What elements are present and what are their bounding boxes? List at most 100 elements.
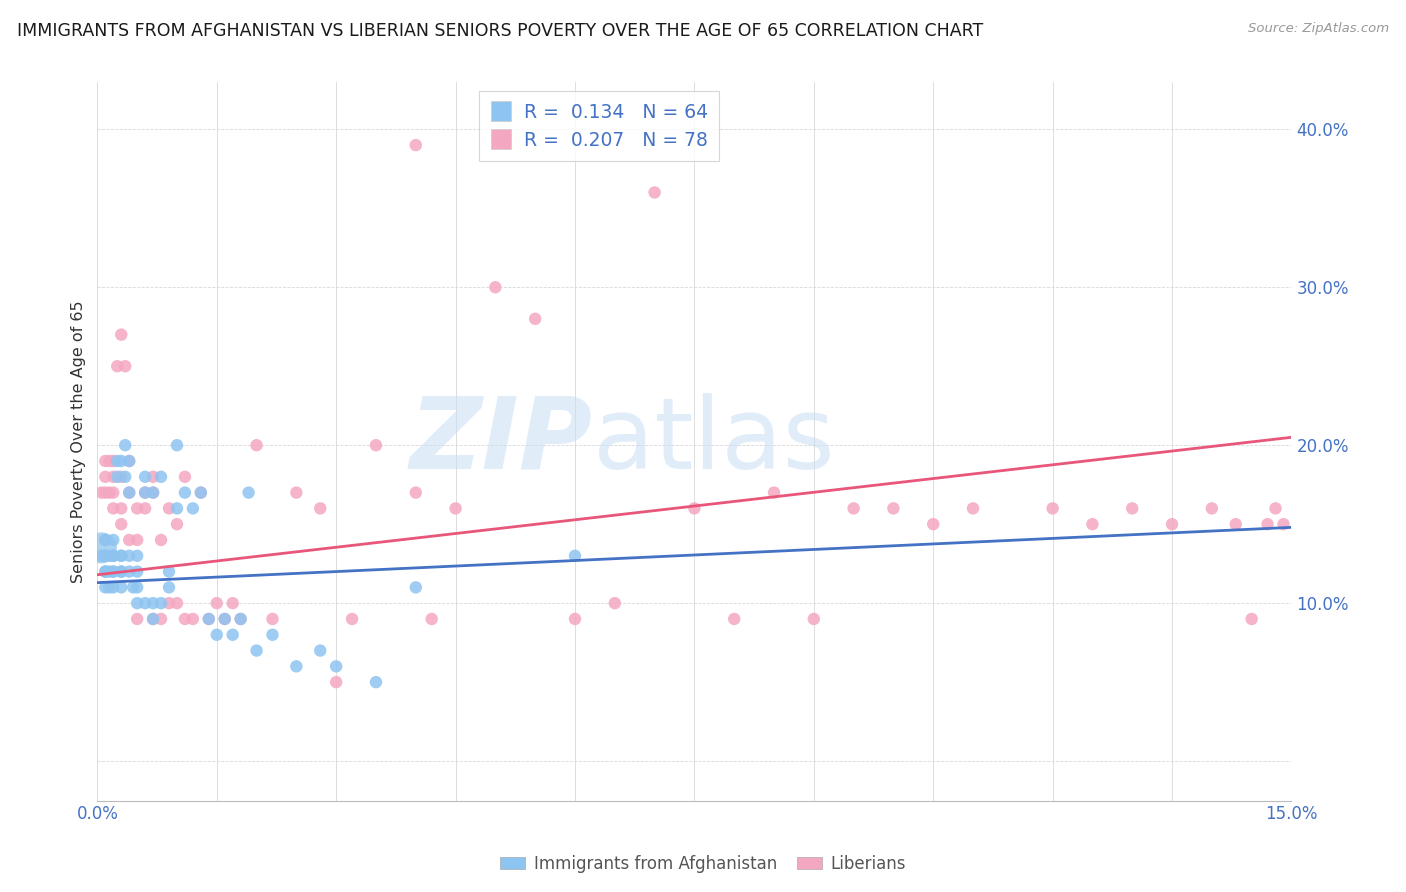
Point (105, 359, 128, 374)
Legend: R =  0.134   N = 64, R =  0.207   N = 78: R = 0.134 N = 64, R = 0.207 N = 78 (478, 91, 718, 161)
Point (127, 533, 149, 547)
Point (94, 485, 117, 500)
Point (127, 501, 149, 516)
Legend: Immigrants from Afghanistan, Liberians: Immigrants from Afghanistan, Liberians (494, 848, 912, 880)
Point (134, 485, 156, 500)
Point (1201, 501, 1223, 516)
Point (181, 501, 204, 516)
Point (166, 596, 188, 610)
Point (962, 501, 984, 516)
Point (564, 612, 586, 626)
Point (285, 485, 308, 500)
Point (142, 485, 165, 500)
Point (94, 533, 117, 547)
Point (325, 659, 347, 673)
Point (238, 485, 260, 500)
Point (285, 659, 308, 673)
Point (484, 280, 506, 294)
Point (118, 454, 141, 468)
Point (98, 454, 121, 468)
Point (114, 438, 136, 452)
Point (1225, 517, 1247, 532)
Text: atlas: atlas (593, 392, 835, 490)
Point (166, 501, 188, 516)
Point (190, 485, 212, 500)
Point (94, 470, 117, 484)
Point (174, 485, 197, 500)
Point (127, 580, 149, 594)
Point (882, 501, 904, 516)
Point (214, 612, 236, 626)
Point (98, 565, 121, 579)
Point (105, 470, 128, 484)
Point (420, 612, 443, 626)
Point (118, 485, 141, 500)
Point (166, 438, 188, 452)
Point (134, 501, 156, 516)
Point (90, 485, 112, 500)
Point (110, 327, 132, 342)
Point (103, 549, 125, 563)
Point (214, 612, 236, 626)
Point (157, 580, 180, 594)
Point (405, 485, 427, 500)
Point (142, 485, 165, 500)
Point (103, 485, 125, 500)
Point (118, 533, 141, 547)
Point (190, 485, 212, 500)
Point (198, 612, 221, 626)
Point (150, 533, 173, 547)
Y-axis label: Seniors Poverty Over the Age of 65: Seniors Poverty Over the Age of 65 (72, 300, 86, 582)
Point (127, 565, 149, 579)
Point (127, 596, 149, 610)
Point (94, 580, 117, 594)
Point (157, 501, 180, 516)
Point (1081, 517, 1104, 532)
Point (118, 549, 141, 563)
Point (229, 612, 252, 626)
Point (1272, 517, 1295, 532)
Point (1257, 517, 1279, 532)
Point (1121, 501, 1143, 516)
Point (198, 612, 221, 626)
Point (157, 565, 180, 579)
Point (150, 596, 173, 610)
Point (1161, 517, 1184, 532)
Text: ZIP: ZIP (411, 392, 593, 490)
Point (110, 565, 132, 579)
Point (94, 533, 117, 547)
Point (221, 628, 243, 642)
Point (644, 186, 666, 200)
Text: Source: ZipAtlas.com: Source: ZipAtlas.com (1249, 22, 1389, 36)
Point (205, 628, 228, 642)
Point (105, 454, 128, 468)
Point (134, 485, 156, 500)
Point (103, 549, 125, 563)
Point (94, 549, 117, 563)
Point (405, 580, 427, 594)
Point (98, 485, 121, 500)
Point (309, 643, 332, 657)
Point (229, 612, 252, 626)
Point (94, 565, 117, 579)
Point (134, 470, 156, 484)
Point (309, 501, 332, 516)
Point (103, 549, 125, 563)
Point (803, 612, 825, 626)
Point (364, 675, 387, 690)
Point (114, 359, 136, 374)
Point (110, 549, 132, 563)
Point (1264, 501, 1286, 516)
Point (94, 549, 117, 563)
Point (340, 612, 363, 626)
Point (262, 612, 284, 626)
Point (564, 549, 586, 563)
Point (127, 612, 149, 626)
Point (122, 580, 145, 594)
Point (103, 501, 125, 516)
Point (166, 517, 188, 532)
Point (114, 470, 136, 484)
Point (103, 470, 125, 484)
Point (103, 533, 125, 547)
Point (364, 438, 387, 452)
